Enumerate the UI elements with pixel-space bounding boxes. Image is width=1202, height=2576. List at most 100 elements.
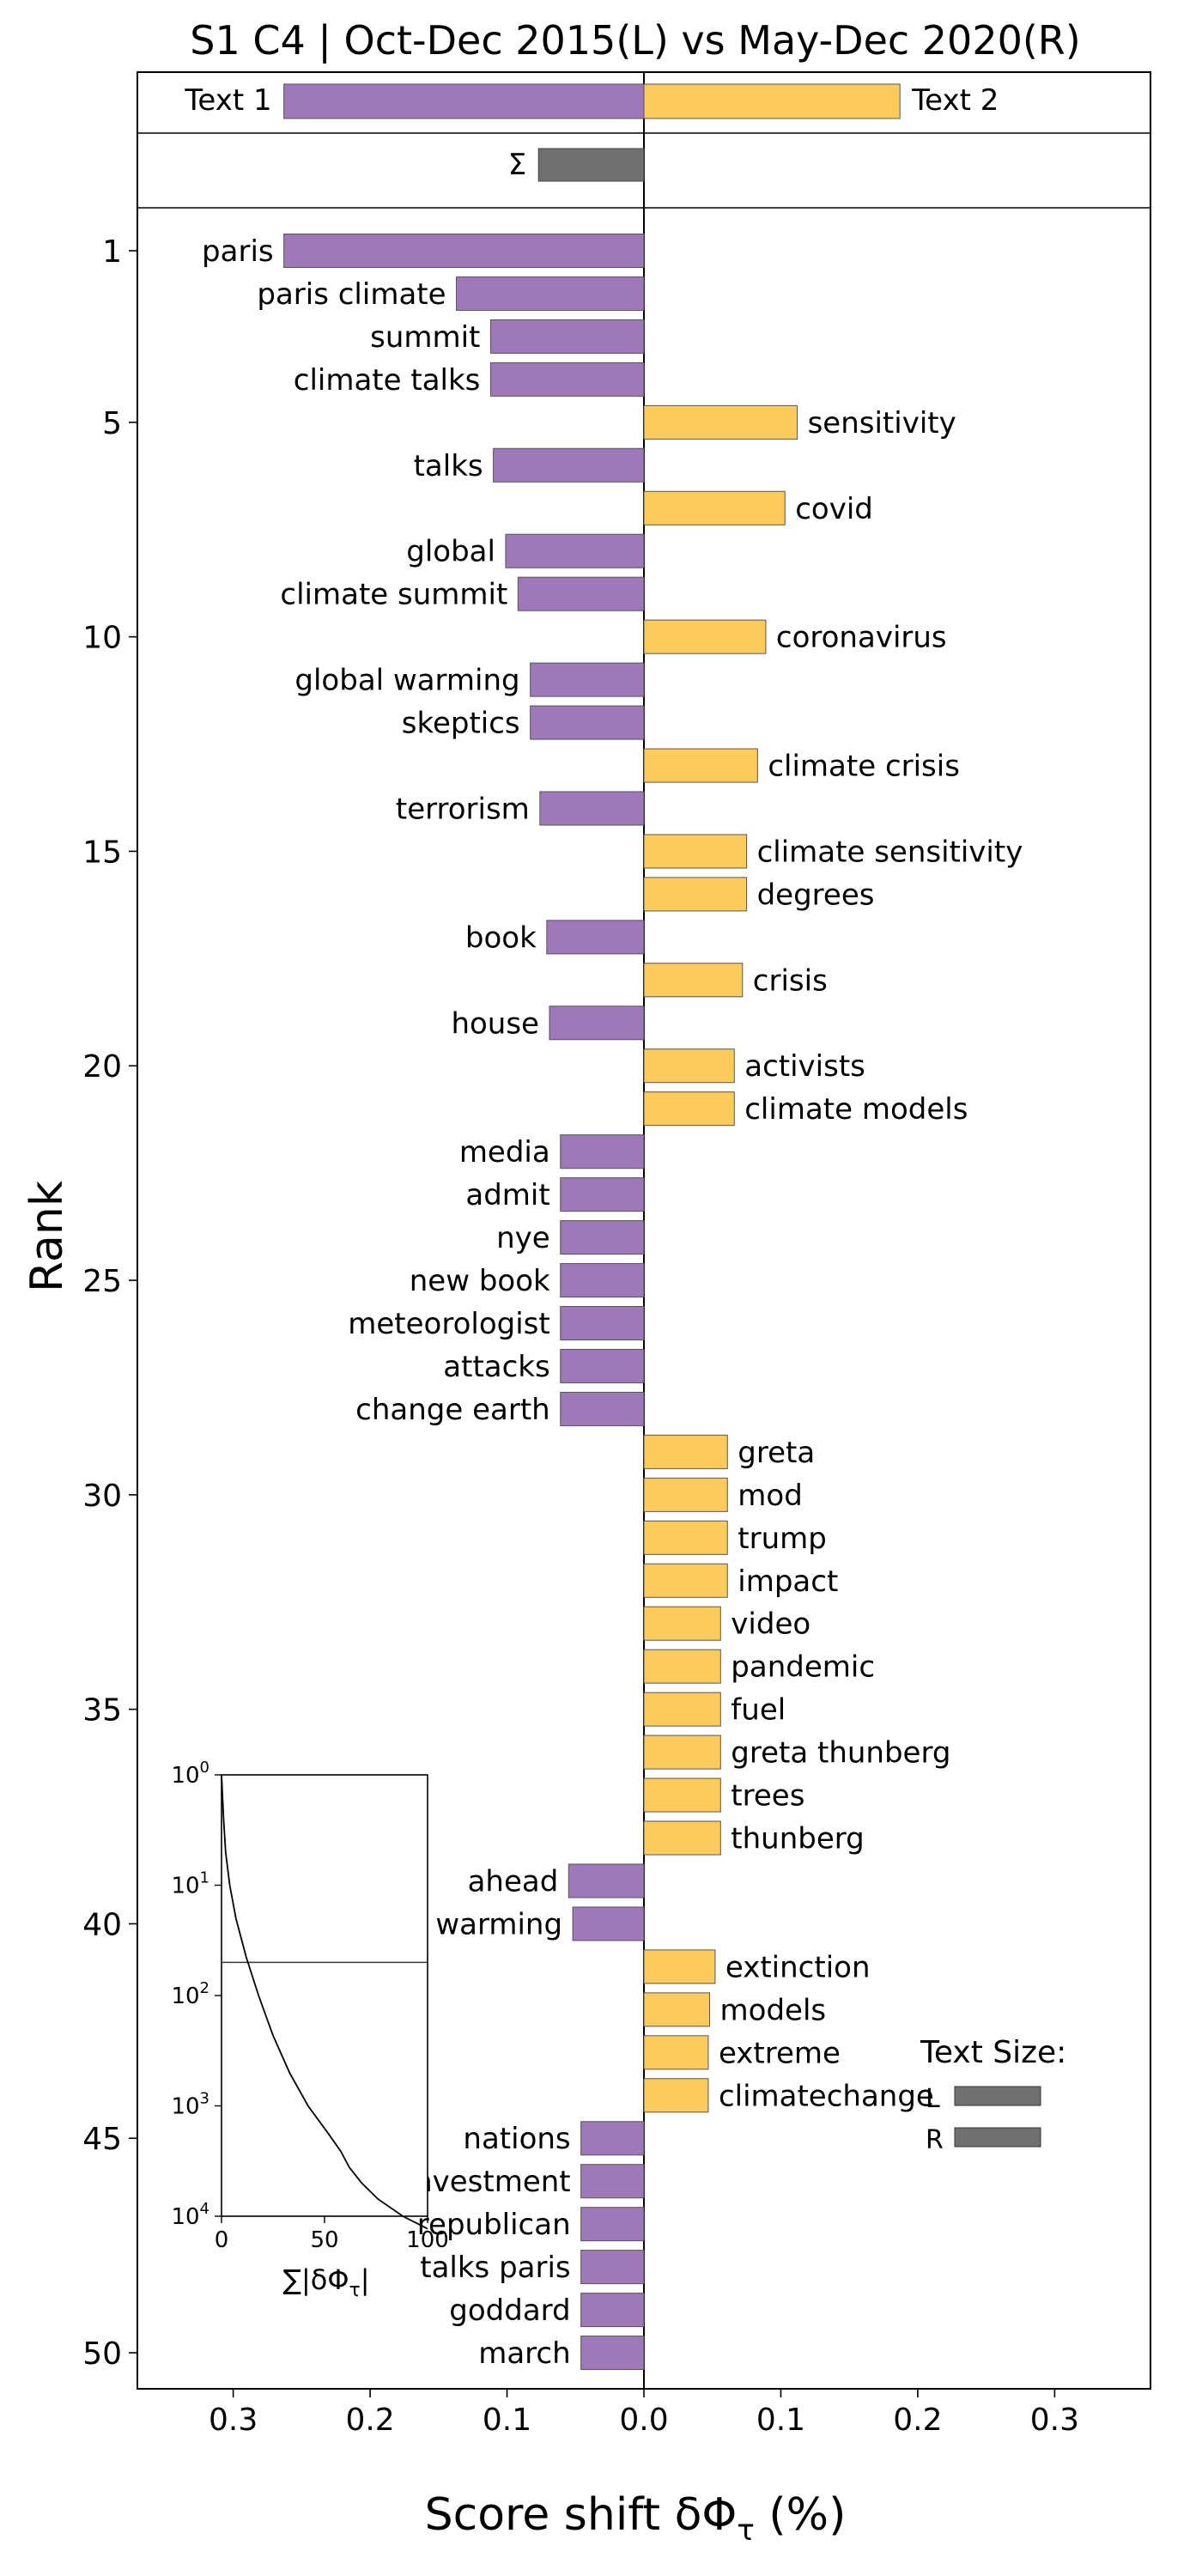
word-label: change earth [355,1393,550,1427]
word-label: paris climate [257,277,446,312]
bar-ahead [568,1863,645,1899]
bar-new-book [560,1263,645,1298]
bar-global [505,533,645,568]
word-label: video [731,1607,810,1642]
bar-march [580,2336,645,2371]
bar-talks [493,447,645,483]
bar-skeptics [530,705,645,740]
bar-republican [580,2207,645,2242]
inset-y-tick-label: 103 [171,2090,209,2120]
bar-extinction [643,1949,716,1984]
bar-warming [572,1906,645,1941]
text1-label: Text 1 [184,83,271,118]
word-label: talks paris [420,2251,570,2285]
word-label: sensitivity [808,406,956,440]
bar-attacks [560,1348,645,1383]
bar-video [643,1606,721,1641]
y-tick-label: 30 [82,1479,122,1514]
word-label: house [451,1006,539,1041]
bar-media [560,1134,645,1170]
bar-goddard [580,2293,645,2328]
inset-ticks: 0 50 100 100 101 102 103 104 [171,1759,448,2253]
text-size-legend: Text Size: LR [920,2035,1066,2155]
y-tick-label: 20 [82,1049,122,1084]
word-label: paris [202,234,274,269]
bar-investment [580,2164,645,2199]
bar-admit [560,1177,645,1212]
bar-talks-paris [580,2250,645,2285]
word-label: climate models [744,1092,968,1127]
word-label: trees [731,1779,804,1814]
bar-summit [489,319,645,354]
x-tick-label: 0.1 [483,2403,531,2438]
y-tick-label: 5 [102,406,122,441]
bar-extreme [643,2035,709,2070]
y-tick-label: 15 [82,835,122,870]
word-label: skeptics [402,707,520,741]
x-tick-label: 0.0 [619,2403,668,2438]
bar-pandemic [643,1649,721,1684]
bar-impact [643,1563,728,1598]
bar-mod [643,1477,728,1512]
word-label: mod [738,1479,803,1513]
y-axis-label: Rank [21,1181,73,1292]
word-label: models [720,1993,827,2027]
word-label: greta [738,1436,815,1470]
sigma-label: Σ [508,148,526,182]
word-label: book [465,920,537,955]
inset-y-tick-label: 104 [171,2200,209,2230]
bar-house [549,1005,645,1041]
word-label: greta thunberg [731,1736,950,1771]
text2-label: Text 2 [911,83,999,118]
bar-change-earth [560,1391,645,1426]
bar-climate-talks [489,361,645,397]
word-label: talks [414,449,483,483]
bar-climatechange [643,2078,709,2113]
text-size-row-label: L [926,2084,940,2114]
word-label: activists [744,1049,865,1084]
y-tick-label: 25 [82,1264,122,1299]
bar-climate-sensitivity [643,834,748,869]
word-label: crisis [753,963,828,998]
bar-trump [643,1520,728,1555]
bar-climate-summit [517,576,645,611]
bar-crisis [643,963,744,998]
word-label: trump [738,1522,827,1556]
word-label: investment [406,2165,571,2199]
word-label: admit [465,1178,549,1212]
inset-x-label: ∑|δΦτ| [282,2263,369,2301]
text2-total-bar [643,83,901,119]
y-tick-label: 50 [82,2336,122,2372]
bar-fuel [643,1692,721,1727]
bar-models [643,1992,711,2027]
bar-paris-climate [456,276,645,311]
bar-greta-thunberg [643,1735,721,1770]
text-size-bar [954,2086,1041,2106]
bar-thunberg [643,1820,721,1856]
word-label: summit [370,320,480,355]
bar-terrorism [539,791,645,826]
bar-degrees [643,877,748,912]
word-label: attacks [443,1350,549,1384]
bar-greta [643,1434,728,1469]
x-tick-label: 0.3 [209,2403,258,2438]
text-size-title: Text Size: [920,2035,1066,2070]
bar-climate-models [643,1091,735,1127]
chart-title: S1 C4 | Oct-Dec 2015(L) vs May-Dec 2020(… [190,17,1080,64]
sigma-bar [537,148,645,182]
inset-frame [221,1774,428,2217]
text-size-bar [954,2127,1041,2148]
summary-panel: Text 1 Text 2 Σ [184,83,999,182]
inset-y-tick-label: 100 [171,1759,209,1789]
word-label: global warming [294,664,519,698]
y-tick-label: 1 [102,234,122,270]
bar-covid [643,490,786,526]
bar-climate-crisis [643,748,758,783]
word-label: degrees [757,878,875,912]
inset-x-tick-label: 0 [215,2227,229,2253]
bar-book [546,920,645,955]
word-label: climate sensitivity [757,835,1023,869]
inset-y-tick-label: 102 [171,1979,209,2009]
x-tick-label: 0.2 [345,2403,394,2438]
